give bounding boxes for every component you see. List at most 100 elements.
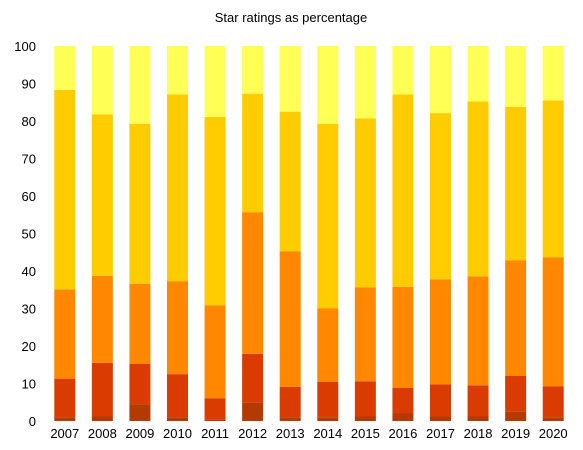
y-tick-label: 50 [22,227,36,242]
bar-segment [167,417,188,421]
y-tick-label: 70 [22,152,36,167]
x-tick-label: 2014 [313,426,342,441]
bar-segment [542,417,564,421]
bar-segment [279,417,301,421]
bar-segment [542,100,564,258]
bar-segment [242,93,264,213]
bar-segment [392,388,414,414]
bar-segment [505,106,527,261]
bar-segment [392,413,414,421]
bar-segment [467,276,489,386]
bar-segment [204,116,226,306]
bar-segment [167,94,188,282]
chart-title: Star ratings as percentage [215,10,367,25]
x-tick-label: 2010 [163,426,192,441]
bar-segment [467,46,489,102]
y-tick-label: 10 [22,377,36,392]
bar-segment [430,416,451,421]
x-tick-label: 2020 [539,426,568,441]
bar-segment [354,416,376,421]
bar-segment [467,101,489,277]
bar-segment [430,113,451,280]
bar-segment [242,353,264,403]
bar-segment [542,257,564,387]
bar-segment [467,416,489,421]
bar-segment [505,260,527,376]
y-tick-label: 90 [22,77,36,92]
bar-segment [317,46,339,124]
bar-segment [430,279,451,385]
bar-segment [542,386,564,418]
y-tick-label: 100 [14,39,36,54]
x-tick-label: 2012 [238,426,267,441]
bar-segment [129,46,151,124]
bar-segment [505,411,527,422]
bar-segment [242,402,264,421]
x-axis: 2007 2008 2009 2010 2011 2012 2013 2014 2015 2016… [50,426,567,441]
y-axis: 0 10 20 30 40 50 60 70 80 90 100 [14,39,36,429]
bar-segment [279,251,301,387]
bar-segment [91,46,113,115]
bar-segment [54,46,76,90]
bar-segment [91,416,113,421]
bar-segment [129,124,151,284]
bar-segment [542,46,564,101]
x-tick-label: 2016 [388,426,417,441]
bar-segment [505,376,527,412]
bar-segment [279,46,301,112]
bar-segment [204,398,226,420]
bar-segment [204,419,226,422]
bar-segment [242,212,264,354]
x-tick-label: 2011 [201,426,229,441]
bar-segment [91,114,113,276]
x-tick-label: 2018 [464,426,493,441]
bar-segment [354,381,376,417]
bar-segment [167,46,188,95]
bar-segment [354,46,376,119]
y-tick-label: 40 [22,264,36,279]
bar-segment [204,305,226,399]
bar-segment [54,417,76,421]
x-tick-label: 2007 [50,426,79,441]
bar-segment [430,46,451,114]
bar-segment [167,281,188,375]
bar-segment [54,289,76,379]
bar-segment [54,378,76,418]
y-tick-label: 80 [22,114,36,129]
bar-segment [467,385,489,417]
bar-segment [204,46,226,117]
bar-segment [430,384,451,417]
bar-segment [317,124,339,309]
bar-segment [242,46,264,94]
bars [54,46,564,422]
y-tick-label: 0 [29,414,36,429]
bar-segment [505,46,527,107]
bar-segment [392,46,414,95]
bar-segment [129,364,151,405]
x-tick-label: 2019 [501,426,530,441]
x-tick-label: 2013 [276,426,305,441]
bar-segment [167,374,188,418]
bar-segment [279,111,301,252]
bar-segment [317,382,339,418]
bar-segment [91,275,113,363]
bar-segment [392,94,414,287]
x-tick-label: 2008 [88,426,117,441]
y-tick-label: 20 [22,339,36,354]
y-tick-label: 60 [22,189,36,204]
x-tick-label: 2009 [125,426,154,441]
bar-segment [354,287,376,382]
bar-segment [129,283,151,364]
bar-segment [54,89,76,290]
x-tick-label: 2015 [351,426,380,441]
y-tick-label: 30 [22,302,36,317]
bar-segment [129,404,151,422]
bar-segment [91,362,113,417]
bar-segment [317,417,339,421]
bar-segment [279,386,301,418]
bar-segment [354,118,376,288]
bar-segment [392,286,414,388]
x-tick-label: 2017 [426,426,455,441]
